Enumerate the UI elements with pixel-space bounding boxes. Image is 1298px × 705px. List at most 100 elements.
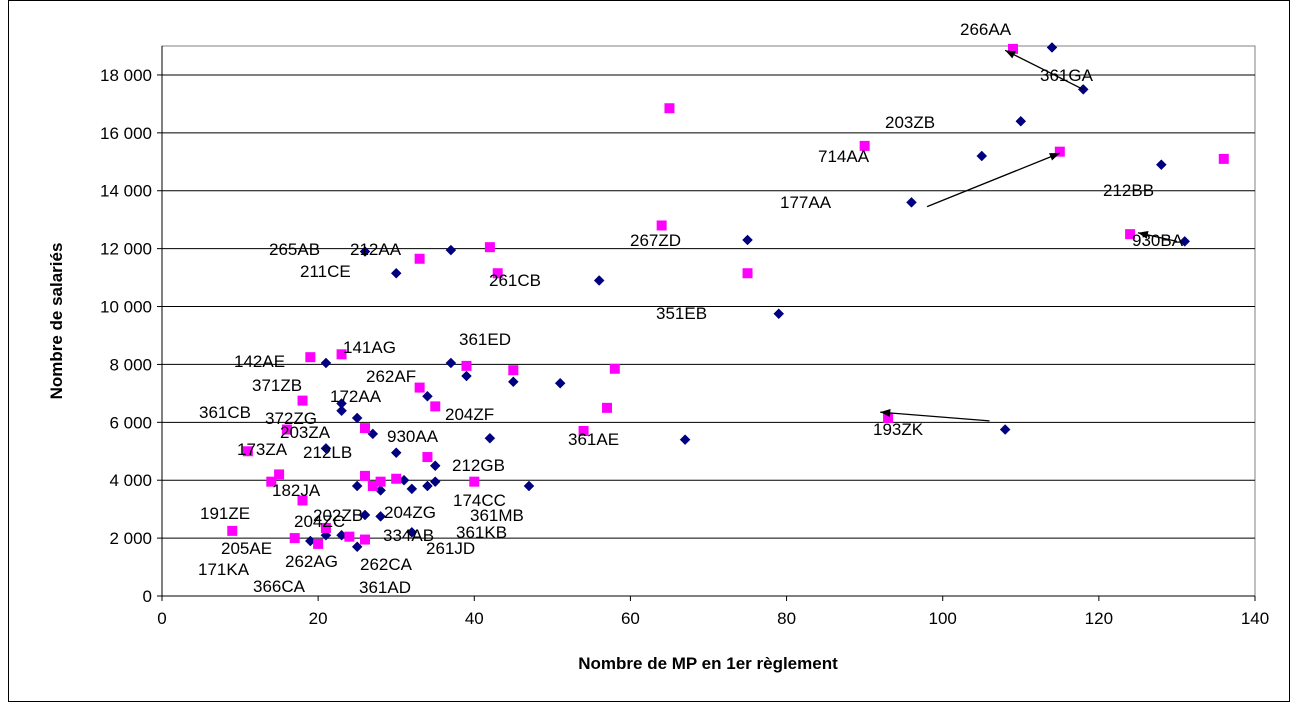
point-label: 262AG xyxy=(285,552,338,571)
arrow-line xyxy=(926,152,1061,208)
point-label: 351EB xyxy=(656,304,707,323)
y-tick-label: 12 000 xyxy=(100,240,152,259)
point-label: 193ZK xyxy=(873,420,924,439)
square-point xyxy=(297,495,308,506)
square-point xyxy=(289,533,300,544)
x-tick-label: 20 xyxy=(309,609,328,628)
square-point xyxy=(266,476,277,487)
x-tick-label: 140 xyxy=(1241,609,1269,628)
point-label: 930BA xyxy=(1132,231,1184,250)
point-label: 261JD xyxy=(426,539,475,558)
square-point xyxy=(469,476,480,487)
square-point xyxy=(242,446,253,457)
y-axis-title: Nombre de salariés xyxy=(47,243,66,400)
square-point xyxy=(391,473,402,484)
point-label: 204ZC xyxy=(294,512,345,531)
y-axis-ticks: 0 2 000 4 000 6 000 8 000 10 000 12 000 14 000 1… xyxy=(100,66,162,606)
point-label: 361GA xyxy=(1040,66,1094,85)
square-point xyxy=(359,423,370,434)
square-point xyxy=(1125,229,1136,240)
point-label: 202ZB xyxy=(313,506,363,525)
square-point xyxy=(461,360,472,371)
x-axis-title: Nombre de MP en 1er règlement xyxy=(578,654,838,673)
diamond-point xyxy=(484,432,496,444)
y-tick-label: 18 000 xyxy=(100,66,152,85)
point-label: 371ZB xyxy=(252,376,302,395)
square-point xyxy=(359,470,370,481)
arrow-line xyxy=(1004,49,1084,91)
point-label: 211CE xyxy=(300,262,351,281)
point-label: 212BB xyxy=(1103,181,1154,200)
arrow-head xyxy=(1005,50,1016,59)
point-label: 361MB xyxy=(470,506,524,525)
diamond-point xyxy=(351,480,363,492)
square-point xyxy=(297,395,308,406)
diamond-point xyxy=(976,150,988,162)
diamond-point xyxy=(773,308,785,320)
point-label: 177AA xyxy=(780,193,832,212)
point-label: 182JA xyxy=(272,481,321,500)
diamond-point xyxy=(422,480,433,492)
diamond-point xyxy=(422,390,433,402)
diamond-point xyxy=(679,434,691,446)
square-point xyxy=(336,349,347,360)
square-point xyxy=(281,424,292,435)
y-tick-label: 2 000 xyxy=(109,529,152,548)
point-label: 141AG xyxy=(343,338,396,357)
x-tick-label: 60 xyxy=(621,609,640,628)
diamond-point xyxy=(406,526,418,538)
arrow-head xyxy=(880,408,891,417)
diamond-point xyxy=(351,412,363,424)
diamond-point xyxy=(554,377,566,389)
diamond-point xyxy=(742,234,753,246)
square-point xyxy=(422,452,433,463)
diamond-point xyxy=(593,275,605,286)
y-tick-label: 6 000 xyxy=(109,413,152,432)
point-label: 714AA xyxy=(818,147,870,166)
square-point xyxy=(274,469,285,480)
square-point xyxy=(484,242,495,253)
diamond-point xyxy=(445,244,457,256)
point-label: 361CB xyxy=(199,403,251,422)
point-label: 171KA xyxy=(198,560,250,579)
square-point xyxy=(883,412,894,423)
point-label: 361AD xyxy=(359,578,411,597)
square-point xyxy=(320,522,331,533)
point-label: 212GB xyxy=(452,456,505,475)
square-point xyxy=(656,220,667,231)
point-label: 262AF xyxy=(366,367,416,386)
x-tick-label: 80 xyxy=(777,609,796,628)
x-tick-label: 120 xyxy=(1085,609,1113,628)
square-point xyxy=(664,103,675,114)
square-point xyxy=(227,525,238,536)
square-point xyxy=(1218,153,1229,164)
gridlines xyxy=(162,74,1255,539)
diamond-point xyxy=(320,357,332,369)
point-label: 361AE xyxy=(568,430,619,449)
point-label: 204ZF xyxy=(445,405,494,424)
point-labels: 266AA 361GA 203ZB 714AA 212BB 177AA 930BA 267ZD… xyxy=(198,20,1184,597)
point-label: 262CA xyxy=(360,555,413,574)
y-tick-label: 14 000 xyxy=(100,182,152,201)
diamond-point xyxy=(999,424,1011,435)
diamond-point xyxy=(359,246,371,257)
y-tick-label: 4 000 xyxy=(109,471,152,490)
diamond-point xyxy=(1155,159,1167,171)
diamond-point xyxy=(1015,115,1027,127)
point-label: 205AE xyxy=(221,539,272,558)
diamond-point xyxy=(523,480,535,492)
point-label: 172AA xyxy=(330,387,382,406)
point-label: 265AB xyxy=(269,240,320,259)
point-label: 212AA xyxy=(350,240,402,259)
point-label: 203ZA xyxy=(280,423,331,442)
diamond-point xyxy=(375,511,386,522)
square-point xyxy=(414,253,425,264)
diamond-point xyxy=(445,357,457,369)
diamond-point xyxy=(507,376,519,388)
y-tick-label: 8 000 xyxy=(109,355,152,374)
point-label: 191ZE xyxy=(200,504,250,523)
point-label: 361KB xyxy=(456,523,507,542)
point-label: 366CA xyxy=(253,577,306,596)
point-label: 142AE xyxy=(234,352,285,371)
